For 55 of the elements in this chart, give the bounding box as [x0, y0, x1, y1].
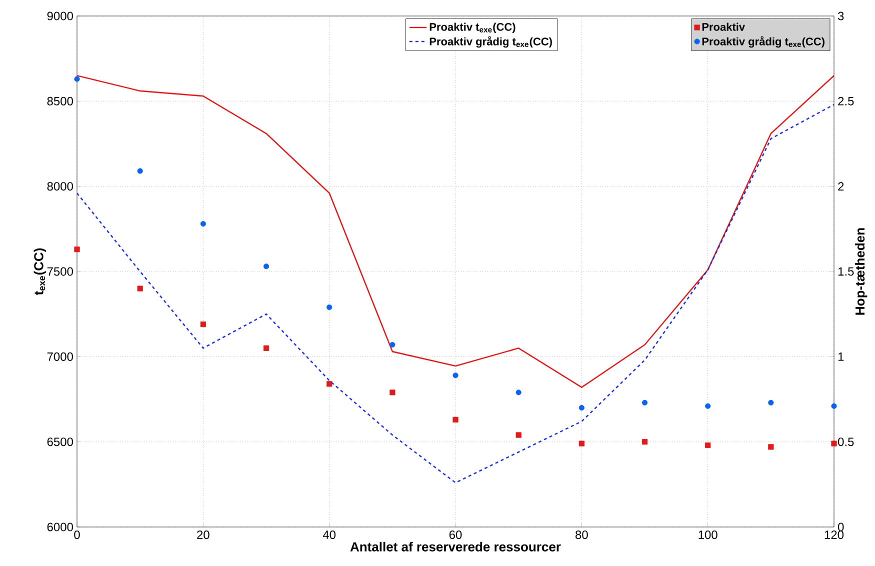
y2-tick-label: 2: [838, 182, 844, 191]
point: [200, 322, 206, 328]
point: [326, 304, 332, 310]
y-tick-label: 6000: [47, 522, 73, 532]
y-tick-label: 7500: [47, 267, 73, 276]
x-tick-label: 80: [576, 530, 588, 540]
point: [390, 342, 396, 348]
x-tick-label: 20: [197, 530, 210, 540]
point: [452, 372, 458, 378]
y2-tick-label: 0: [838, 522, 844, 532]
point: [326, 381, 332, 387]
point: [578, 440, 584, 446]
point: [74, 246, 80, 252]
legend-label: Proaktiv grådig t$_{exe}$(CC): [430, 36, 552, 48]
y2-tick-label: 2.5: [838, 96, 854, 106]
y-axis-title: t$_{exe}$(CC): [34, 248, 46, 296]
y2-tick-label: 0.5: [838, 438, 854, 446]
legend-label: Proaktiv t$_{exe}$(CC): [430, 22, 516, 34]
line-series: [77, 104, 834, 484]
point: [705, 442, 711, 448]
y2-tick-label: 1.5: [838, 267, 854, 276]
x-tick-label: 120: [824, 530, 844, 540]
point: [642, 400, 648, 406]
y-tick-label: 7000: [47, 352, 73, 361]
point: [705, 403, 711, 409]
x-tick-label: 0: [74, 530, 80, 540]
legend-label: Proaktiv: [702, 22, 746, 31]
point: [578, 404, 584, 411]
y2-tick-label: 1: [838, 352, 844, 361]
point: [263, 264, 270, 270]
point: [137, 168, 143, 174]
point: [831, 403, 837, 409]
point: [516, 432, 522, 438]
y-tick-label: 6500: [47, 438, 73, 446]
point: [137, 286, 143, 292]
y-tick-label: 8000: [47, 182, 73, 191]
y-tick-label: 8500: [47, 96, 73, 106]
x-axis-title: Antallet af reserverede ressourcer: [350, 542, 561, 552]
point: [200, 221, 206, 227]
point: [768, 444, 774, 450]
point: [768, 400, 774, 406]
point: [831, 440, 837, 446]
y2-tick-label: 3: [838, 12, 844, 20]
x-tick-label: 100: [698, 530, 718, 540]
y-tick-label: 9000: [47, 12, 73, 20]
x-tick-label: 60: [449, 530, 462, 540]
point: [390, 390, 396, 396]
point: [516, 390, 522, 396]
point: [263, 345, 270, 351]
point: [452, 416, 458, 422]
x-tick-label: 40: [322, 530, 336, 540]
y2-axis-title: Hop-tætheden: [855, 228, 868, 315]
legend-label: Proaktiv grådig t$_{exe}$(CC): [702, 36, 824, 48]
point: [74, 76, 80, 82]
point: [642, 439, 648, 445]
